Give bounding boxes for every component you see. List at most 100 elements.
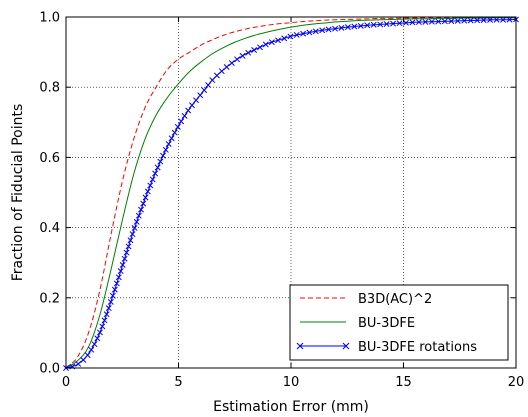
series-marker — [281, 35, 288, 42]
series-marker — [338, 24, 345, 31]
axis-ticks — [65, 16, 517, 369]
series-marker — [403, 19, 409, 26]
series-marker — [428, 18, 435, 25]
series-marker — [189, 102, 195, 109]
series-marker — [422, 18, 429, 25]
series-marker — [474, 17, 481, 24]
x-tick-label: 5 — [174, 375, 182, 390]
legend-item: BU-3DFE rotations — [296, 340, 477, 355]
series-marker — [119, 261, 126, 268]
series-marker — [480, 17, 487, 24]
series-marker — [383, 21, 390, 27]
series-marker — [165, 141, 172, 147]
series-marker — [142, 194, 149, 201]
legend-item: B3D(AC)^2 — [300, 292, 432, 307]
series-marker — [140, 200, 147, 207]
legend-item: BU-3DFE — [300, 316, 415, 331]
series-marker — [300, 30, 307, 37]
series-marker — [223, 64, 230, 70]
axis-tick-labels: 0 5 10 15 20 0.0 0.2 0.4 0.6 0.8 1.0 — [39, 11, 524, 391]
series-marker — [94, 335, 101, 342]
y-tick-label: 0.4 — [39, 221, 60, 236]
series-marker — [351, 23, 358, 30]
series-marker — [245, 49, 252, 56]
series-marker — [88, 346, 95, 353]
series-marker — [201, 87, 208, 94]
series-marker — [149, 176, 156, 183]
series-marker — [312, 28, 319, 35]
series-marker — [441, 18, 448, 25]
series-marker — [162, 146, 169, 153]
series-marker — [325, 26, 332, 33]
series-marker — [239, 52, 246, 59]
legend-label: BU-3DFE — [358, 316, 415, 331]
series-marker — [138, 206, 144, 213]
y-tick-label: 0.0 — [39, 362, 60, 377]
series-marker — [127, 237, 134, 244]
series-marker — [105, 305, 112, 312]
series-marker — [171, 129, 178, 136]
series-marker — [357, 22, 364, 29]
series-marker — [178, 118, 185, 125]
series-marker — [493, 16, 500, 23]
series-marker — [409, 19, 416, 26]
series-marker — [84, 352, 91, 359]
series-marker — [111, 286, 118, 293]
series-1 — [65, 16, 516, 369]
series-marker — [125, 243, 132, 250]
series-marker — [287, 33, 294, 40]
series-marker — [152, 170, 159, 177]
series-marker — [160, 152, 166, 159]
series-marker — [99, 323, 106, 330]
series-marker — [454, 17, 461, 24]
series-marker — [209, 77, 216, 84]
series-marker — [228, 60, 235, 66]
series-marker — [262, 41, 269, 48]
series-marker — [390, 20, 397, 27]
series-marker — [319, 27, 326, 34]
series-marker — [115, 274, 122, 281]
y-axis-label: Fraction of Fiducial Points — [10, 104, 26, 282]
series-marker — [101, 317, 108, 324]
legend-marker — [342, 342, 350, 350]
series-2 — [65, 17, 516, 369]
x-tick-label: 20 — [508, 375, 525, 390]
series-marker — [467, 17, 474, 24]
series-marker — [144, 188, 151, 195]
series-marker — [234, 56, 241, 63]
series-marker — [218, 68, 225, 75]
x-tick-label: 10 — [283, 375, 300, 390]
series-marker — [121, 255, 128, 262]
series-marker — [487, 16, 494, 23]
series-marker — [123, 249, 130, 256]
series-marker — [332, 25, 338, 32]
series-marker — [506, 16, 513, 23]
y-tick-label: 0.8 — [39, 81, 60, 96]
series-marker — [415, 19, 422, 26]
series-marker — [185, 107, 192, 114]
series-marker — [181, 112, 188, 119]
series-marker — [205, 82, 212, 88]
series-marker — [135, 212, 142, 219]
series-marker — [109, 292, 116, 299]
series-marker — [129, 231, 136, 238]
series-marker — [193, 97, 199, 104]
series-marker — [268, 39, 275, 46]
series-marker — [75, 360, 82, 367]
y-tick-label: 1.0 — [39, 11, 60, 26]
series-marker — [377, 21, 384, 28]
series-marker — [117, 268, 124, 275]
series-line — [65, 17, 516, 369]
series-marker — [448, 18, 455, 25]
x-tick-label: 15 — [395, 375, 412, 390]
series-marker — [251, 47, 258, 53]
series-marker — [133, 218, 140, 225]
series-marker — [113, 280, 120, 287]
series-marker — [96, 329, 103, 336]
series-marker — [197, 92, 204, 99]
series-marker — [131, 225, 138, 231]
series-marker — [157, 158, 164, 165]
series-marker — [370, 21, 377, 28]
series-marker — [154, 164, 161, 171]
